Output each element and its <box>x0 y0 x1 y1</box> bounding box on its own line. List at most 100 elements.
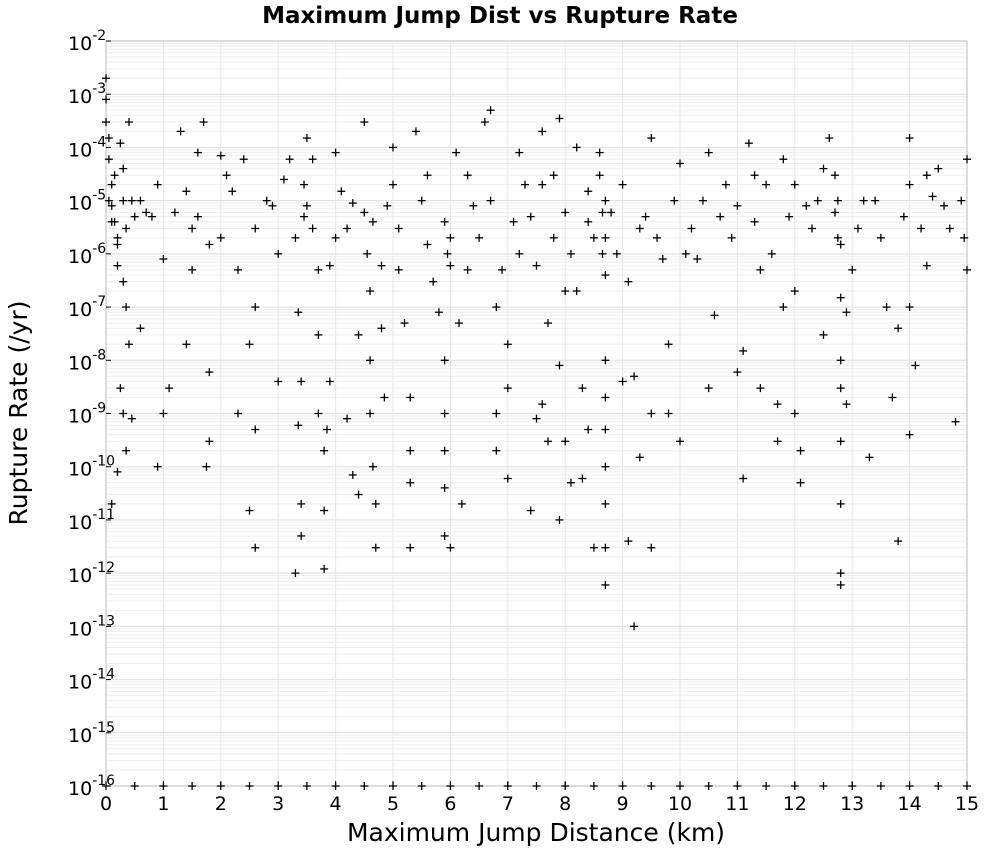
data-point <box>193 212 202 221</box>
y-tick-label: 10-7 <box>68 294 106 321</box>
data-point <box>205 368 214 377</box>
data-point <box>297 499 306 508</box>
data-point <box>836 356 845 365</box>
x-tick-label: 14 <box>898 793 922 815</box>
x-axis-label: Maximum Jump Distance (km) <box>347 818 725 847</box>
data-point <box>727 233 736 242</box>
data-point <box>515 148 524 157</box>
data-point <box>630 622 639 631</box>
data-point <box>176 127 185 136</box>
data-point <box>945 224 954 233</box>
data-point <box>440 531 449 540</box>
data-point <box>354 490 363 499</box>
x-tick-label: 0 <box>100 793 112 815</box>
data-point <box>836 580 845 589</box>
data-point <box>291 569 300 578</box>
x-tick-label: 13 <box>840 793 864 815</box>
data-point <box>607 208 616 217</box>
data-point <box>601 499 610 508</box>
data-point <box>836 437 845 446</box>
data-point <box>836 569 845 578</box>
y-tick-label: 10-10 <box>68 454 115 481</box>
data-point <box>389 180 397 189</box>
data-point <box>102 95 110 104</box>
data-point <box>572 287 581 296</box>
data-point <box>876 782 885 790</box>
data-point <box>598 249 607 258</box>
data-point <box>951 417 960 426</box>
data-point <box>595 148 604 157</box>
data-point <box>635 453 644 462</box>
data-point <box>165 384 174 393</box>
data-point <box>905 303 914 312</box>
data-point <box>871 196 880 205</box>
x-tick-label: 2 <box>215 793 227 815</box>
data-point <box>300 180 309 189</box>
data-point <box>124 340 133 349</box>
data-point <box>819 164 828 173</box>
data-point <box>790 287 799 296</box>
data-point <box>406 543 415 552</box>
y-tick-label: 10-8 <box>68 347 106 374</box>
data-point <box>532 261 541 270</box>
data-point <box>928 192 937 201</box>
data-point <box>348 470 357 479</box>
data-point <box>360 208 369 217</box>
data-point <box>704 148 713 157</box>
data-point <box>354 330 363 339</box>
data-point <box>538 127 547 136</box>
data-point <box>182 187 191 196</box>
data-point <box>911 361 920 370</box>
data-point <box>836 499 845 508</box>
data-point <box>710 311 719 320</box>
x-tick-label: 12 <box>783 793 807 815</box>
x-tick-label: 15 <box>955 793 979 815</box>
data-point <box>630 372 639 381</box>
data-point <box>744 139 753 148</box>
data-point <box>486 106 495 115</box>
data-point <box>888 393 897 402</box>
data-point <box>676 159 684 168</box>
data-point <box>116 384 125 393</box>
data-point <box>762 180 771 189</box>
data-point <box>825 134 834 143</box>
data-point <box>368 217 377 226</box>
data-point <box>411 127 420 136</box>
y-tick-label: 10-14 <box>68 667 115 694</box>
data-point <box>733 201 742 210</box>
y-tick-label: 10-5 <box>68 188 106 215</box>
data-point <box>394 265 403 274</box>
data-point <box>371 499 380 508</box>
data-point <box>368 462 377 471</box>
data-point <box>899 212 908 221</box>
data-point <box>262 196 271 205</box>
data-point <box>116 139 125 148</box>
data-point <box>836 384 845 393</box>
data-point <box>658 255 667 264</box>
data-point <box>234 265 243 274</box>
data-point <box>202 462 211 471</box>
data-point <box>107 180 116 189</box>
data-point <box>555 361 564 370</box>
data-point <box>377 324 386 333</box>
data-point <box>400 319 409 328</box>
data-point <box>475 782 484 790</box>
data-point <box>601 543 610 552</box>
data-point <box>618 180 627 189</box>
data-point <box>566 249 575 258</box>
data-point <box>222 171 231 180</box>
data-point <box>492 446 501 455</box>
grid <box>105 40 968 787</box>
data-point <box>601 462 610 471</box>
data-point <box>446 543 455 552</box>
data-point <box>796 478 805 487</box>
data-point <box>647 782 656 790</box>
data-point <box>830 171 839 180</box>
data-point <box>188 224 197 233</box>
data-point <box>446 261 455 270</box>
data-point <box>113 467 122 476</box>
data-point <box>779 155 788 164</box>
data-point <box>509 217 518 226</box>
data-point <box>153 180 162 189</box>
